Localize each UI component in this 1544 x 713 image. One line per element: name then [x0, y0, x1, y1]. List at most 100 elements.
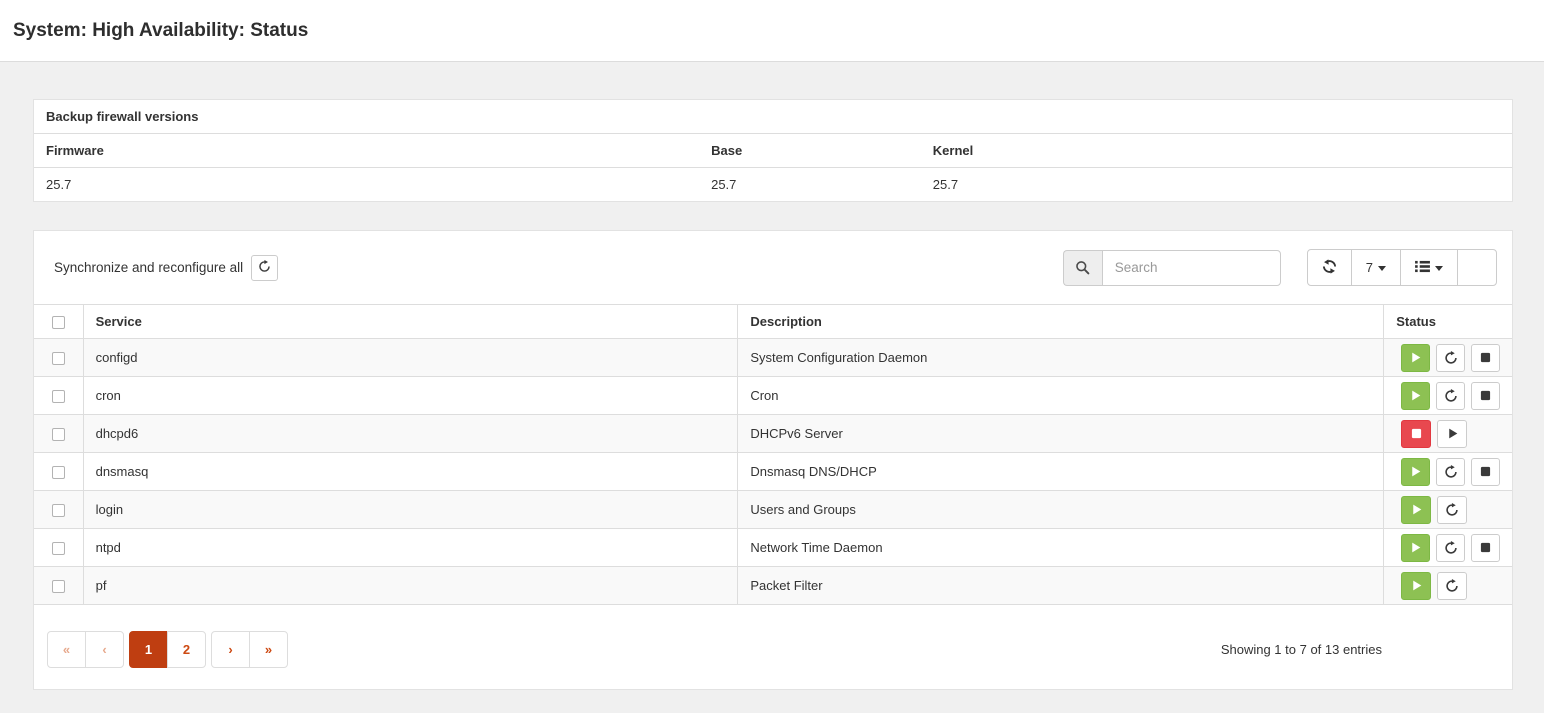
page-header: System: High Availability: Status	[0, 0, 1544, 62]
service-status-cell	[1383, 452, 1512, 491]
version-column-header: Kernel	[920, 134, 1512, 168]
service-row: configd System Configuration Daemon	[34, 338, 1512, 377]
toolbar-extra-button[interactable]	[1457, 249, 1497, 286]
version-column-header: Firmware	[34, 134, 700, 168]
service-stop-button[interactable]	[1471, 343, 1500, 372]
pagination-first-button[interactable]: «	[47, 631, 86, 668]
service-running-indicator[interactable]	[1401, 533, 1431, 562]
service-status-cell	[1383, 490, 1512, 529]
refresh-icon	[1322, 258, 1337, 277]
page-title: System: High Availability: Status	[13, 19, 309, 41]
play-icon	[1410, 579, 1423, 592]
backup-versions-panel: Backup firewall versions Firmware Base Ker…	[33, 99, 1513, 202]
service-name-cell: configd	[82, 338, 739, 377]
services-toolbar: Synchronize and reconfigure all 7	[34, 231, 1512, 304]
refresh-button[interactable]	[1306, 249, 1352, 286]
service-row: dhcpd6 DHCPv6 Server	[34, 414, 1512, 453]
service-restart-button[interactable]	[1436, 457, 1466, 486]
service-row: login Users and Groups	[34, 490, 1512, 529]
restart-icon	[258, 259, 271, 276]
row-select-checkbox[interactable]	[51, 542, 65, 556]
service-restart-button[interactable]	[1436, 343, 1466, 372]
service-running-indicator[interactable]	[1401, 457, 1431, 486]
service-name-cell: cron	[82, 376, 739, 415]
page-size-dropdown[interactable]: 7	[1350, 249, 1401, 286]
pagination-last-button[interactable]: »	[249, 631, 288, 668]
service-row: pf Packet Filter	[34, 566, 1512, 605]
service-restart-button[interactable]	[1436, 533, 1466, 562]
col-header-description[interactable]: Description	[737, 304, 1385, 339]
play-icon	[1409, 351, 1422, 364]
pagination-page-2[interactable]: 2	[167, 631, 206, 668]
row-select-checkbox[interactable]	[51, 580, 65, 594]
service-status-cell	[1383, 566, 1512, 605]
service-running-indicator[interactable]	[1401, 381, 1431, 410]
stop-icon	[1480, 542, 1491, 553]
row-select-checkbox[interactable]	[51, 504, 65, 518]
stop-icon	[1411, 428, 1422, 439]
stop-icon	[1480, 390, 1491, 401]
restart-icon	[1445, 502, 1459, 517]
service-stopped-indicator[interactable]	[1401, 419, 1432, 448]
list-icon	[1415, 260, 1430, 276]
service-stop-button[interactable]	[1471, 381, 1500, 410]
service-description-cell: Dnsmasq DNS/DHCP	[737, 452, 1385, 491]
service-description-cell: System Configuration Daemon	[737, 338, 1385, 377]
service-start-button[interactable]	[1437, 419, 1468, 448]
sync-reconfigure-button[interactable]	[251, 254, 279, 281]
service-name-cell: pf	[82, 566, 739, 605]
restart-icon	[1445, 578, 1459, 593]
pagination-next-button[interactable]: ›	[211, 631, 250, 668]
play-icon	[1409, 465, 1422, 478]
grid-info: Showing 1 to 7 of 13 entries	[1220, 642, 1382, 657]
service-status-cell	[1383, 376, 1512, 415]
service-restart-button[interactable]	[1437, 495, 1468, 524]
col-header-service[interactable]: Service	[82, 304, 739, 339]
service-stop-button[interactable]	[1471, 533, 1500, 562]
grid-footer: «‹ 1 2 ›» Showing 1 to 7 of 13 entries	[34, 605, 1512, 689]
restart-icon	[1444, 350, 1458, 365]
service-name-cell: dnsmasq	[82, 452, 739, 491]
versions-table: Firmware Base Kernel 25.7 25.7 25.7	[34, 134, 1512, 201]
search-group	[1062, 249, 1281, 286]
pagination: «‹ 1 2 ›»	[47, 631, 288, 668]
columns-dropdown[interactable]	[1400, 249, 1458, 286]
stop-icon	[1480, 352, 1491, 363]
service-description-cell: Packet Filter	[737, 566, 1385, 605]
versions-header-row: Firmware Base Kernel	[34, 134, 1512, 168]
pagination-page-1[interactable]: 1	[129, 631, 168, 668]
play-icon	[1409, 389, 1422, 402]
service-running-indicator[interactable]	[1401, 571, 1432, 600]
pagination-prev-button[interactable]: ‹	[85, 631, 124, 668]
service-status-cell	[1383, 528, 1512, 567]
sync-area: Synchronize and reconfigure all	[49, 254, 279, 281]
row-select-checkbox[interactable]	[51, 428, 65, 442]
sync-label: Synchronize and reconfigure all	[54, 260, 244, 275]
service-name-cell: login	[82, 490, 739, 529]
search-icon	[1062, 249, 1102, 286]
play-icon	[1446, 427, 1459, 440]
services-panel: Synchronize and reconfigure all 7	[33, 230, 1513, 690]
version-value: 25.7	[932, 177, 959, 192]
service-name-cell: dhcpd6	[82, 414, 739, 453]
restart-icon	[1444, 540, 1458, 555]
service-restart-button[interactable]	[1437, 571, 1468, 600]
select-all-checkbox[interactable]	[51, 316, 65, 330]
row-select-checkbox[interactable]	[51, 352, 65, 366]
service-restart-button[interactable]	[1436, 381, 1466, 410]
restart-icon	[1444, 388, 1458, 403]
service-status-cell	[1383, 414, 1512, 453]
service-running-indicator[interactable]	[1401, 343, 1431, 372]
grid-actions-group: 7	[1306, 249, 1497, 286]
service-stop-button[interactable]	[1471, 457, 1500, 486]
service-description-cell: Users and Groups	[737, 490, 1385, 529]
version-column-header: Base	[699, 134, 921, 168]
row-select-checkbox[interactable]	[51, 390, 65, 404]
service-row: ntpd Network Time Daemon	[34, 528, 1512, 567]
service-running-indicator[interactable]	[1401, 495, 1432, 524]
services-header-row: Service Description Status	[34, 304, 1512, 339]
service-description-cell: DHCPv6 Server	[737, 414, 1385, 453]
row-select-checkbox[interactable]	[51, 466, 65, 480]
main-content: Backup firewall versions Firmware Base Ker…	[0, 62, 1544, 690]
search-input[interactable]	[1101, 249, 1281, 286]
